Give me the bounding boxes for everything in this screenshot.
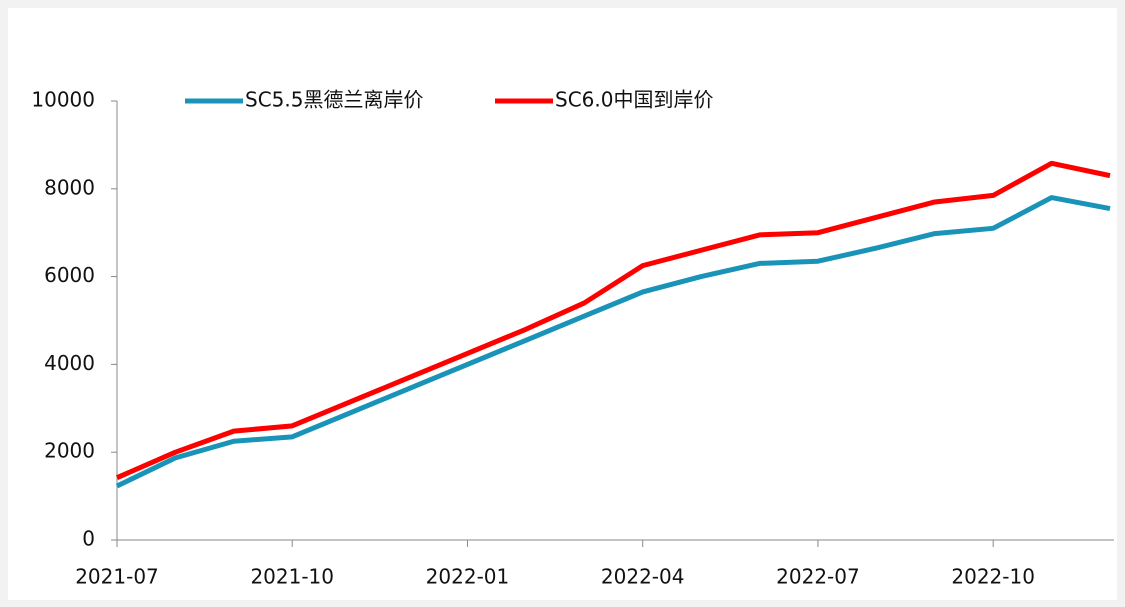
legend-label: SC5.5黑德兰离岸价 — [245, 88, 423, 112]
line-series — [116, 160, 1111, 480]
line-series — [115, 195, 1111, 489]
y-tick-label: 4000 — [44, 351, 95, 375]
legend-label: SC6.0中国到岸价 — [555, 88, 713, 112]
x-tick-label: 2022-01 — [426, 565, 510, 589]
y-tick-label: 10000 — [31, 88, 95, 112]
y-tick-label: 0 — [82, 527, 95, 551]
y-tick-label: 6000 — [44, 263, 95, 287]
x-tick-label: 2021-10 — [250, 565, 334, 589]
x-tick-label: 2022-07 — [776, 565, 860, 589]
x-tick-label: 2021-07 — [75, 565, 159, 589]
y-tick-label: 2000 — [44, 439, 95, 463]
plot-background — [8, 8, 1117, 600]
x-tick-label: 2022-10 — [951, 565, 1035, 589]
y-tick-label: 8000 — [44, 175, 95, 199]
x-tick-label: 2022-04 — [601, 565, 685, 589]
